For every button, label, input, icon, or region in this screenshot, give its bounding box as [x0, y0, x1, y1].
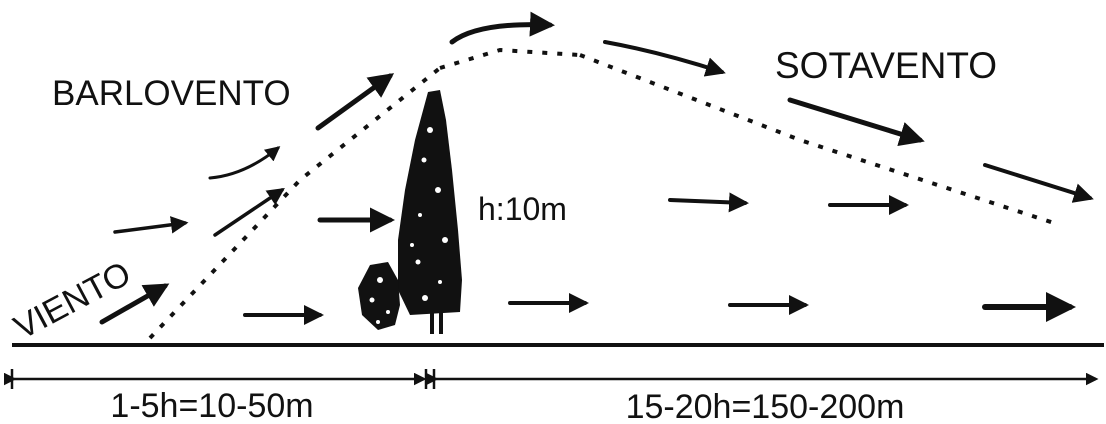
- wind-arrow-icon: [315, 73, 395, 131]
- leeward-distance-label: 15-20h=150-200m: [626, 388, 905, 424]
- windward-label: BARLOVENTO: [52, 74, 291, 113]
- wind-arrow-icon: [787, 97, 925, 147]
- leeward-arrows: [508, 40, 1094, 322]
- leeward-distance-marker: [426, 369, 1099, 389]
- wind-arrow-icon: [983, 163, 1094, 203]
- windward-arrows: [99, 73, 395, 325]
- flow-envelope-leeward: [579, 53, 1061, 227]
- wind-label: VIENTO: [8, 254, 137, 347]
- windward-distance-marker: [4, 369, 428, 389]
- flow-envelope-top: [439, 47, 581, 70]
- wind-arrow-icon: [113, 216, 189, 234]
- height-label: h:10m: [478, 191, 567, 227]
- wind-arrow-icon: [208, 146, 281, 180]
- wind-arrow-icon: [603, 40, 726, 77]
- wind-arrow-icon: [99, 283, 170, 325]
- tree-icon: [358, 90, 462, 334]
- wind-arrow-icon: [449, 11, 555, 45]
- windward-distance-label: 1-5h=10-50m: [110, 387, 313, 424]
- wind-arrow-icon: [213, 188, 285, 237]
- leeward-label: SOTAVENTO: [775, 45, 997, 86]
- wind-arrow-icon: [668, 192, 749, 213]
